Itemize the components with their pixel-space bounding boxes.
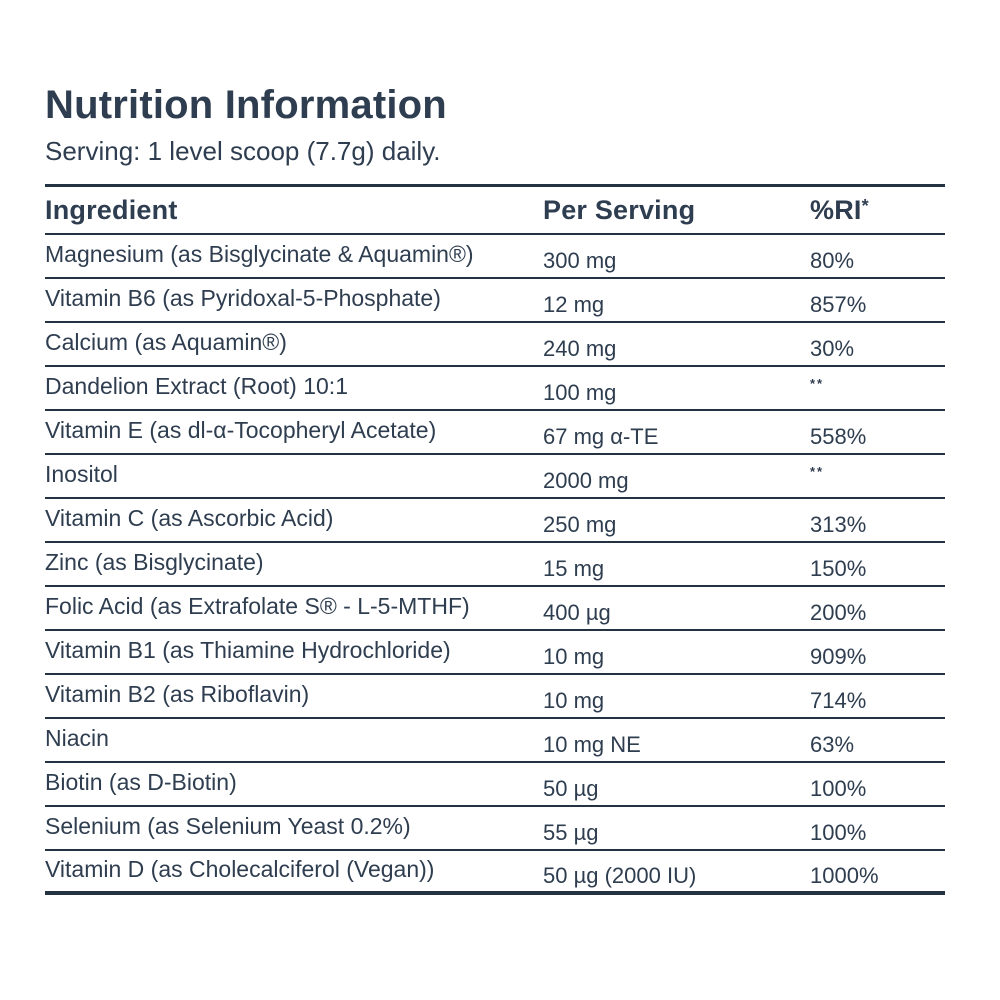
table-row: Vitamin B2 (as Riboflavin) 10 mg 714%: [45, 675, 945, 719]
table-row: Magnesium (as Bisglycinate & Aquamin®) 3…: [45, 235, 945, 279]
ri-percentage-value: 1000%: [810, 863, 879, 888]
ingredient-name: Selenium (as Selenium Yeast 0.2%): [45, 812, 411, 839]
serving-size-line: Serving: 1 level scoop (7.7g) daily.: [45, 136, 441, 166]
ri-percentage-value: 313%: [810, 512, 867, 537]
column-header-ingredient: Ingredient: [45, 194, 178, 225]
table-row: Vitamin B6 (as Pyridoxal-5-Phosphate) 12…: [45, 279, 945, 323]
per-serving-value: 50 µg (2000 IU): [543, 863, 697, 888]
table-row: Vitamin C (as Ascorbic Acid) 250 mg 313%: [45, 499, 945, 543]
ri-percentage-value: 100%: [810, 776, 867, 801]
per-serving-value: 300 mg: [543, 248, 617, 273]
ri-percentage-value: 63%: [810, 732, 855, 757]
table-row: Dandelion Extract (Root) 10:1 100 mg **: [45, 367, 945, 411]
ingredient-name: Vitamin B2 (as Riboflavin): [45, 680, 310, 707]
ingredient-name: Inositol: [45, 460, 118, 487]
table-row: Vitamin D (as Cholecalciferol (Vegan)) 5…: [45, 851, 945, 895]
column-header-ri: %RI*: [810, 195, 945, 226]
table-row: Vitamin B1 (as Thiamine Hydrochloride) 1…: [45, 631, 945, 675]
table-row: Biotin (as D-Biotin) 50 µg 100%: [45, 763, 945, 807]
ri-percentage-value: 200%: [810, 600, 867, 625]
ri-header-asterisk: *: [861, 195, 869, 216]
ingredient-name: Biotin (as D-Biotin): [45, 768, 237, 795]
per-serving-value: 10 mg: [543, 644, 605, 669]
per-serving-value: 10 mg NE: [543, 732, 641, 757]
ri-percentage-value: 909%: [810, 644, 867, 669]
ri-percentage-value: 558%: [810, 424, 867, 449]
nutrition-table: Ingredient Per Serving %RI* Magnesium (a…: [45, 184, 945, 895]
per-serving-value: 10 mg: [543, 688, 605, 713]
column-header-per-serving: Per Serving: [543, 194, 696, 225]
ingredient-name: Folic Acid (as Extrafolate S® - L-5-MTHF…: [45, 592, 470, 619]
ri-header-label: %RI: [810, 194, 862, 225]
ingredient-name: Niacin: [45, 724, 109, 751]
ingredient-name: Vitamin D (as Cholecalciferol (Vegan)): [45, 855, 435, 882]
ri-percentage-value: 30%: [810, 336, 855, 361]
ingredient-name: Calcium (as Aquamin®): [45, 328, 287, 355]
ingredient-name: Zinc (as Bisglycinate): [45, 548, 264, 575]
table-body: Magnesium (as Bisglycinate & Aquamin®) 3…: [45, 235, 945, 895]
page-title: Nutrition Information: [45, 83, 447, 127]
table-row: Niacin 10 mg NE 63%: [45, 719, 945, 763]
ri-percentage-value: 100%: [810, 820, 867, 845]
table-row: Folic Acid (as Extrafolate S® - L-5-MTHF…: [45, 587, 945, 631]
ingredient-name: Vitamin C (as Ascorbic Acid): [45, 504, 334, 531]
per-serving-value: 55 µg: [543, 820, 599, 845]
per-serving-value: 67 mg α-TE: [543, 424, 659, 449]
table-row: Inositol 2000 mg **: [45, 455, 945, 499]
table-row: Vitamin E (as dl-α-Tocopheryl Acetate) 6…: [45, 411, 945, 455]
ri-percentage-value: **: [810, 463, 825, 479]
ri-percentage-value: **: [810, 375, 825, 391]
per-serving-value: 240 mg: [543, 336, 617, 361]
ingredient-name: Vitamin E (as dl-α-Tocopheryl Acetate): [45, 416, 437, 443]
ingredient-name: Vitamin B1 (as Thiamine Hydrochloride): [45, 636, 451, 663]
per-serving-value: 400 µg: [543, 600, 611, 625]
per-serving-value: 100 mg: [543, 380, 617, 405]
ingredient-name: Dandelion Extract (Root) 10:1: [45, 372, 348, 399]
ri-percentage-value: 857%: [810, 292, 867, 317]
table-header-row: Ingredient Per Serving %RI*: [45, 187, 945, 235]
ri-percentage-value: 714%: [810, 688, 867, 713]
per-serving-value: 12 mg: [543, 292, 605, 317]
ingredient-name: Magnesium (as Bisglycinate & Aquamin®): [45, 240, 474, 267]
table-row: Selenium (as Selenium Yeast 0.2%) 55 µg …: [45, 807, 945, 851]
table-row: Zinc (as Bisglycinate) 15 mg 150%: [45, 543, 945, 587]
ingredient-name: Vitamin B6 (as Pyridoxal-5-Phosphate): [45, 284, 441, 311]
label-content: Nutrition Information Serving: 1 level s…: [45, 82, 945, 895]
per-serving-value: 50 µg: [543, 776, 599, 801]
ri-percentage-value: 80%: [810, 248, 855, 273]
per-serving-value: 15 mg: [543, 556, 605, 581]
per-serving-value: 250 mg: [543, 512, 617, 537]
table-row: Calcium (as Aquamin®) 240 mg 30%: [45, 323, 945, 367]
per-serving-value: 2000 mg: [543, 468, 629, 493]
ri-percentage-value: 150%: [810, 556, 867, 581]
